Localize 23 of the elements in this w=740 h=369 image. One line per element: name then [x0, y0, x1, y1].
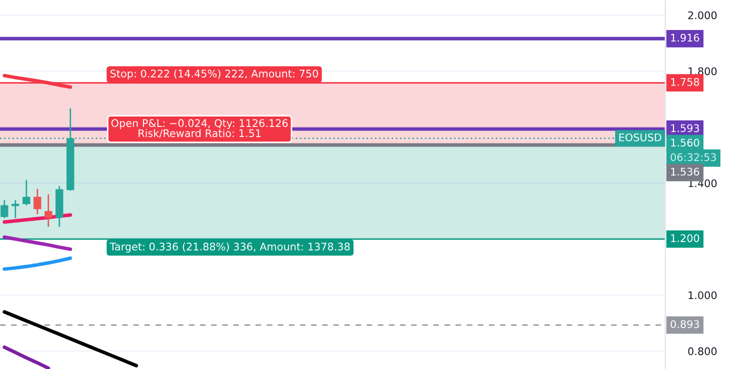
ref-line-label: 1.200	[671, 234, 700, 242]
candlestick	[0, 199, 8, 219]
y-tick-label: 1.000	[688, 291, 717, 300]
candlestick	[34, 188, 42, 215]
text: 06:32:53	[670, 153, 716, 162]
annotation: Open P&L: −0.024, Qty: 1126.126 Risk/Reward Ratio: 1.51	[111, 119, 288, 138]
ref-line-label: 1.758	[671, 78, 700, 86]
candlestick	[44, 194, 52, 228]
ref-line-label: 1.916	[671, 34, 700, 42]
ref-line-label: 1.560	[671, 138, 700, 147]
line-series	[2, 345, 50, 369]
band-label: Stop: 0.222 (14.45%) 222, Amount: 750	[110, 69, 318, 80]
line-series	[2, 310, 138, 368]
line-series	[2, 256, 72, 271]
line-series	[2, 235, 72, 251]
ref-line-label: 1.536	[671, 168, 700, 176]
ref-line-label: 1.593	[671, 124, 699, 132]
candlestick	[22, 179, 30, 206]
y-tick-label: 2.000	[688, 11, 717, 20]
annotation: EOSUSD	[619, 133, 662, 142]
band-label: Target: 0.336 (21.88%) 336, Amount: 1378.38	[110, 242, 350, 253]
y-tick-label: 0.800	[688, 347, 717, 356]
ref-line-label: 0.893	[670, 320, 699, 328]
